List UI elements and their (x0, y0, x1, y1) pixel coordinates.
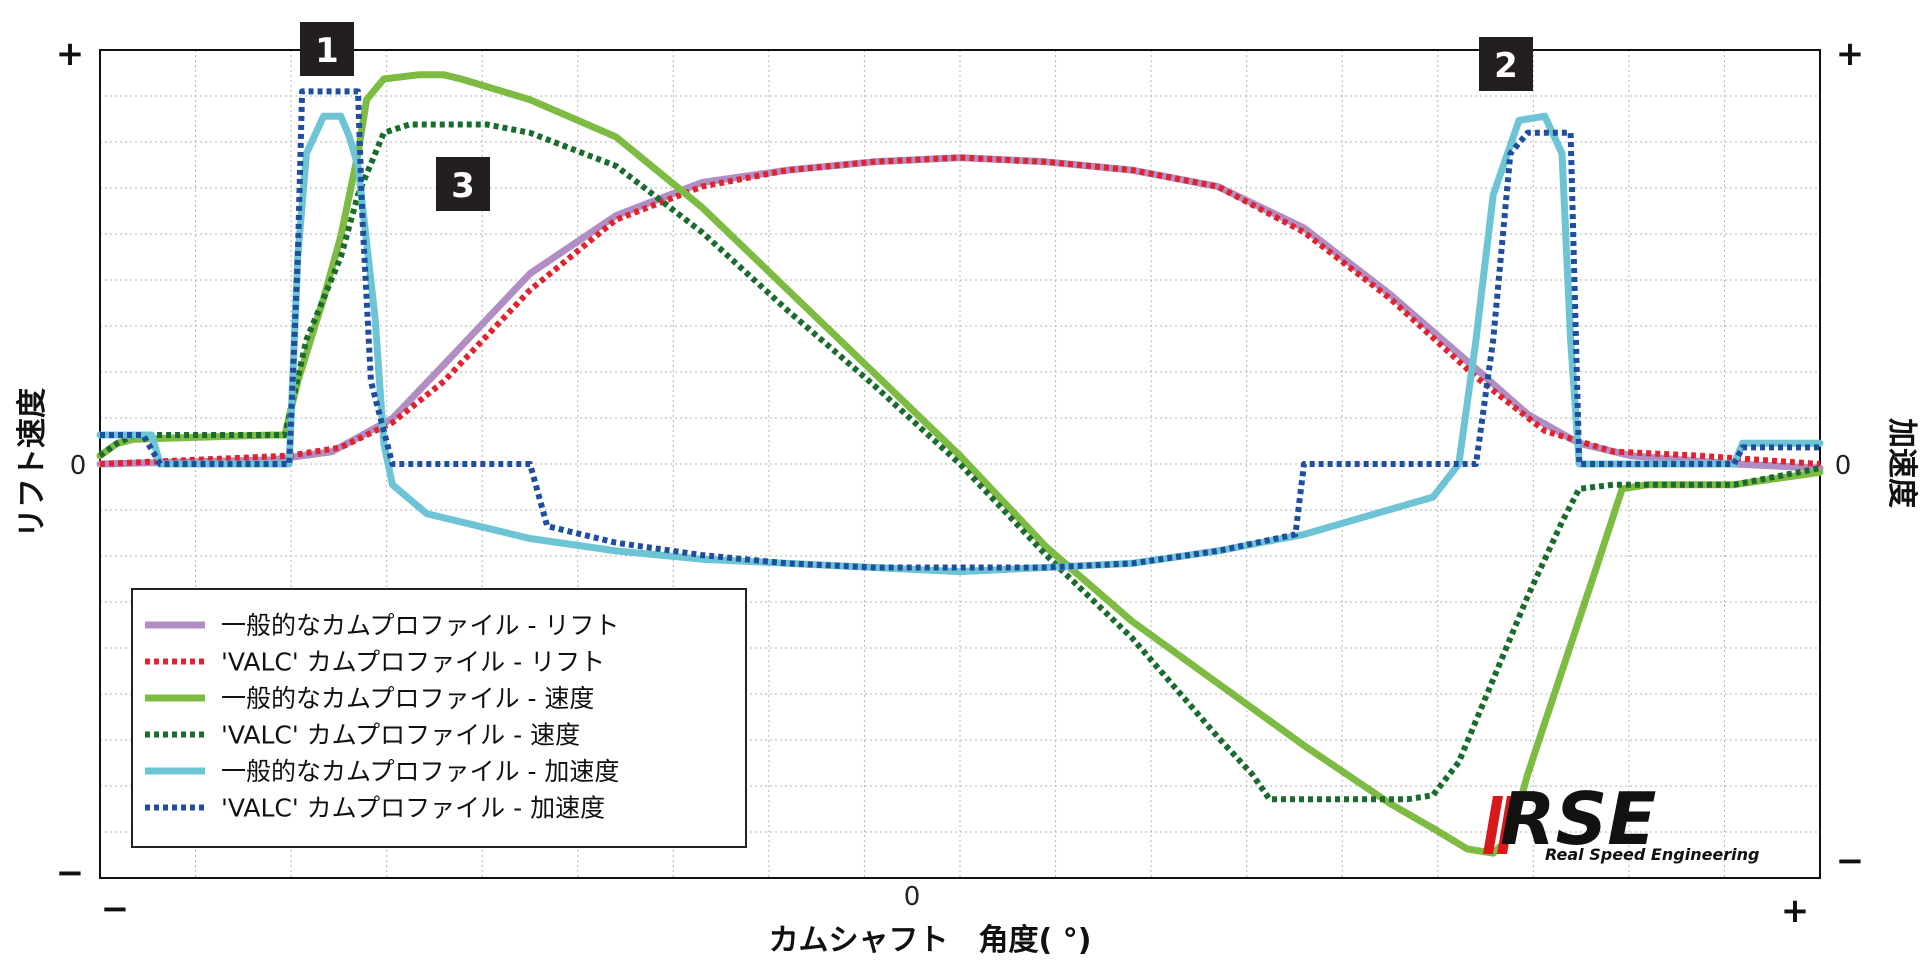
x-tick-zero: 0 (904, 882, 921, 912)
legend-label-4: 'VALC' カムプロファイル - 速度 (221, 721, 580, 750)
y-left-zero: 0 (70, 451, 87, 481)
series-line-4 (98, 121, 1821, 803)
y-axis-title-left: リフト速度 (15, 388, 50, 538)
legend-box (131, 588, 747, 848)
x-plus: + (1781, 891, 1810, 931)
series-line-2 (99, 154, 1821, 467)
legend-label-1: 一般的なカムプロファイル - リフト (221, 611, 619, 640)
legend-label-3: 一般的なカムプロファイル - 速度 (221, 684, 594, 713)
logo-text: RSE (1500, 777, 1656, 861)
logo-subtitle: Real Speed Engineering (1545, 845, 1760, 864)
annotation-2: 2 (1494, 46, 1518, 86)
y-right-plus: + (1836, 34, 1865, 74)
series-line-1 (96, 154, 1824, 472)
y-axis-title-right: 加速度 (1884, 418, 1919, 508)
annotation-badge-1: 1 (300, 22, 354, 76)
rse-logo: RSE Real Speed Engineering (1483, 777, 1760, 864)
series-layer (96, 71, 1824, 857)
annotation-3: 3 (451, 166, 475, 206)
legend-label-5: 一般的なカムプロファイル - 加速度 (221, 757, 619, 786)
y-left-plus: + (56, 34, 85, 74)
y-right-zero: 0 (1835, 451, 1852, 481)
y-left-minus: − (56, 853, 85, 893)
x-minus: − (101, 889, 130, 929)
legend-label-6: 'VALC' カムプロファイル - 加速度 (221, 794, 605, 823)
annotation-badge-2: 2 (1479, 37, 1533, 91)
annotation-1: 1 (315, 31, 339, 71)
x-axis-title: カムシャフト 角度( °) (769, 923, 1092, 958)
y-right-minus: − (1836, 841, 1865, 881)
legend: 一般的なカムプロファイル - リフト 'VALC' カムプロファイル - リフト一… (131, 588, 747, 848)
legend-label-2: 'VALC' カムプロファイル - リフト (221, 648, 605, 677)
annotation-badge-3: 3 (436, 157, 490, 211)
